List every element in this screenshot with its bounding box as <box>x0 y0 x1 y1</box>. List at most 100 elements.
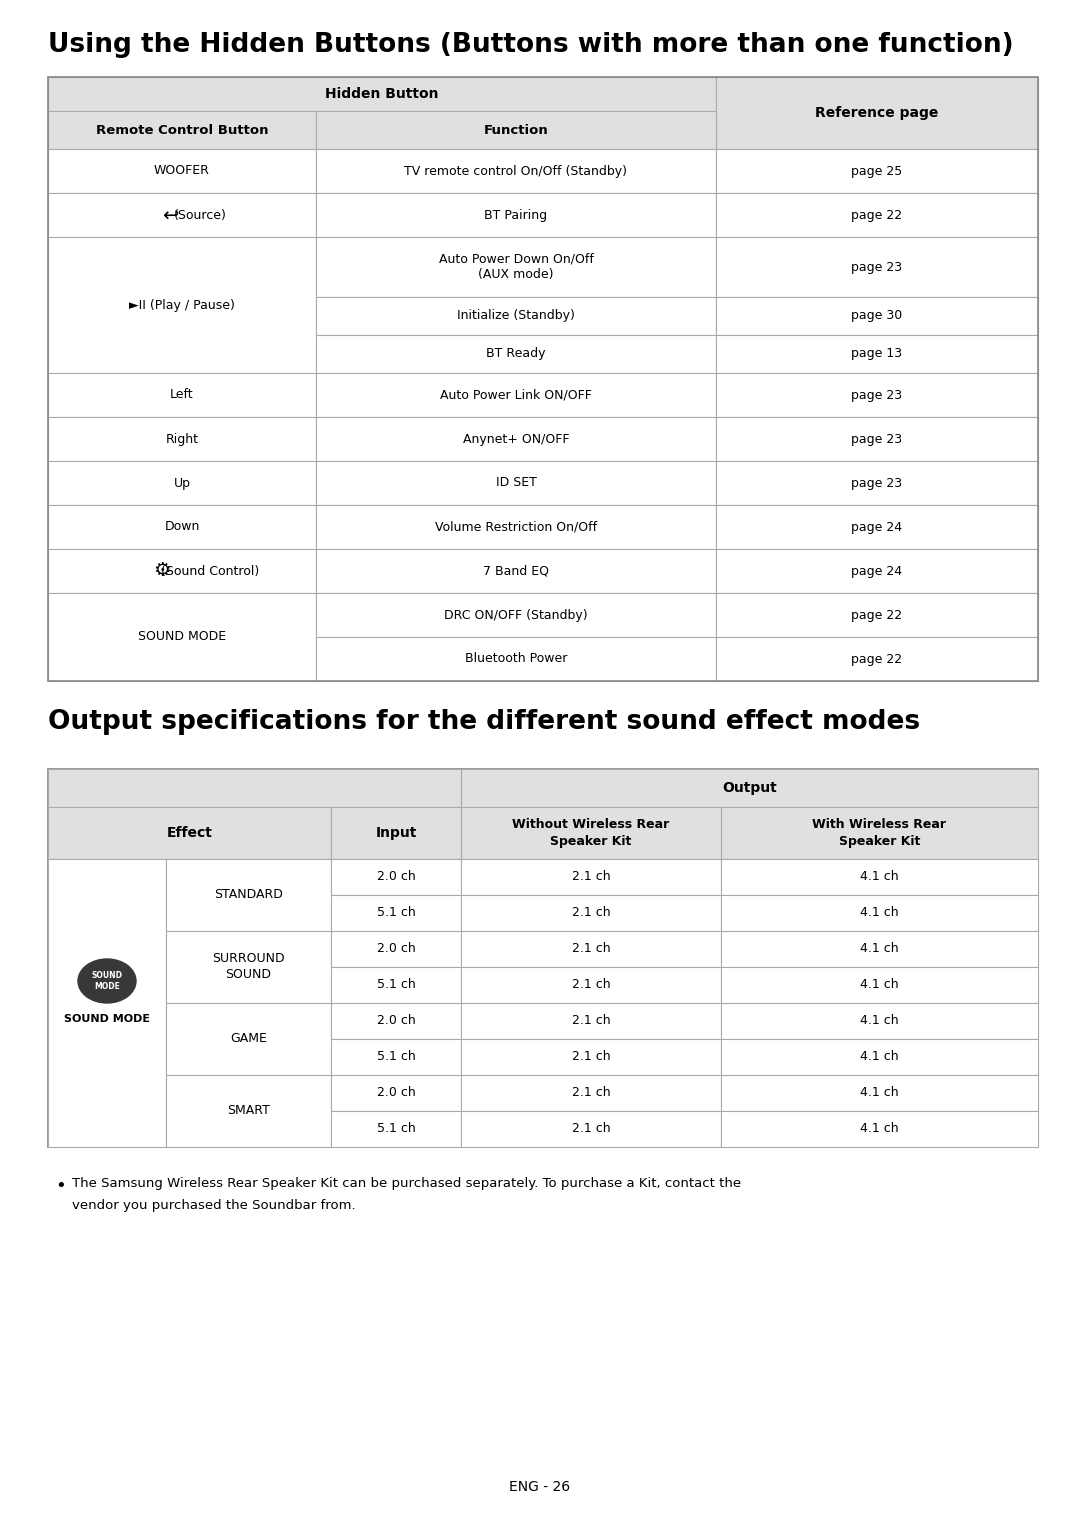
Bar <box>461 1003 721 1039</box>
Text: ↩: ↩ <box>162 205 178 225</box>
Bar <box>48 461 316 506</box>
Text: 4.1 ch: 4.1 ch <box>860 1014 899 1028</box>
Text: page 13: page 13 <box>851 348 903 360</box>
Text: 4.1 ch: 4.1 ch <box>860 1086 899 1100</box>
Bar <box>48 417 316 461</box>
Text: 5.1 ch: 5.1 ch <box>377 1123 416 1135</box>
Bar <box>716 336 1038 372</box>
Text: ENG - 26: ENG - 26 <box>510 1480 570 1494</box>
Text: page 23: page 23 <box>851 389 903 401</box>
Bar <box>721 1003 1038 1039</box>
Bar <box>716 593 1038 637</box>
Bar <box>461 895 721 931</box>
Text: Output specifications for the different sound effect modes: Output specifications for the different … <box>48 709 920 735</box>
Bar <box>316 548 716 593</box>
Bar <box>330 1111 461 1147</box>
Bar <box>48 769 461 807</box>
Text: Initialize (Standby): Initialize (Standby) <box>457 309 575 323</box>
Text: 2.1 ch: 2.1 ch <box>571 907 610 919</box>
Text: 2.1 ch: 2.1 ch <box>571 1086 610 1100</box>
Bar <box>461 769 1038 807</box>
Text: 2.0 ch: 2.0 ch <box>377 870 416 884</box>
Bar <box>716 417 1038 461</box>
Text: 2.1 ch: 2.1 ch <box>571 1014 610 1028</box>
Bar <box>48 77 716 110</box>
Bar <box>721 895 1038 931</box>
Text: 4.1 ch: 4.1 ch <box>860 907 899 919</box>
Text: TV remote control On/Off (Standby): TV remote control On/Off (Standby) <box>405 164 627 178</box>
Bar <box>716 372 1038 417</box>
Text: 5.1 ch: 5.1 ch <box>377 979 416 991</box>
Text: page 23: page 23 <box>851 476 903 490</box>
Text: 5.1 ch: 5.1 ch <box>377 1051 416 1063</box>
Bar <box>166 1075 330 1147</box>
Bar <box>316 149 716 193</box>
Bar <box>166 1003 330 1075</box>
Bar <box>316 593 716 637</box>
Text: ►II (Play / Pause): ►II (Play / Pause) <box>130 299 235 311</box>
Text: 2.1 ch: 2.1 ch <box>571 979 610 991</box>
Bar <box>48 77 1038 682</box>
Text: SOUND
MODE: SOUND MODE <box>92 971 122 991</box>
Bar <box>48 506 316 548</box>
Text: SOUND MODE: SOUND MODE <box>138 631 226 643</box>
Text: page 23: page 23 <box>851 260 903 274</box>
Text: vendor you purchased the Soundbar from.: vendor you purchased the Soundbar from. <box>72 1200 355 1212</box>
Text: 2.1 ch: 2.1 ch <box>571 870 610 884</box>
Bar <box>48 110 316 149</box>
Text: Hidden Button: Hidden Button <box>325 87 438 101</box>
Text: Using the Hidden Buttons (Buttons with more than one function): Using the Hidden Buttons (Buttons with m… <box>48 32 1014 58</box>
Text: 2.0 ch: 2.0 ch <box>377 1014 416 1028</box>
Text: •: • <box>55 1177 66 1195</box>
Bar <box>721 1111 1038 1147</box>
Bar <box>316 372 716 417</box>
Text: GAME: GAME <box>230 1033 267 1045</box>
Bar <box>716 506 1038 548</box>
Bar <box>48 593 316 682</box>
Text: page 22: page 22 <box>851 608 903 622</box>
Bar <box>48 769 1038 1147</box>
Text: SOUND MODE: SOUND MODE <box>64 1014 150 1023</box>
Text: Up: Up <box>174 476 190 490</box>
Bar <box>330 895 461 931</box>
Bar <box>716 297 1038 336</box>
Ellipse shape <box>78 959 136 1003</box>
Bar <box>461 1111 721 1147</box>
Text: SURROUND
SOUND: SURROUND SOUND <box>212 953 285 982</box>
Text: 4.1 ch: 4.1 ch <box>860 942 899 956</box>
Bar <box>316 110 716 149</box>
Text: page 22: page 22 <box>851 653 903 665</box>
Text: SMART: SMART <box>227 1105 270 1117</box>
Text: page 30: page 30 <box>851 309 903 323</box>
Text: Auto Power Link ON/OFF: Auto Power Link ON/OFF <box>440 389 592 401</box>
Bar <box>721 1039 1038 1075</box>
Bar <box>316 637 716 682</box>
Bar <box>316 237 716 297</box>
Bar <box>316 461 716 506</box>
Bar <box>461 807 721 859</box>
Bar <box>716 548 1038 593</box>
Bar <box>316 506 716 548</box>
Bar <box>48 193 316 237</box>
Text: With Wireless Rear
Speaker Kit: With Wireless Rear Speaker Kit <box>812 818 946 849</box>
Text: 2.1 ch: 2.1 ch <box>571 1051 610 1063</box>
Text: ID SET: ID SET <box>496 476 537 490</box>
Bar <box>48 237 316 372</box>
Text: Left: Left <box>171 389 193 401</box>
Bar <box>48 372 316 417</box>
Text: Anynet+ ON/OFF: Anynet+ ON/OFF <box>462 432 569 446</box>
Bar <box>716 237 1038 297</box>
Bar <box>48 807 330 859</box>
Text: Bluetooth Power: Bluetooth Power <box>464 653 567 665</box>
Text: Input: Input <box>376 826 417 840</box>
Bar <box>166 859 330 931</box>
Bar <box>461 967 721 1003</box>
Text: WOOFER: WOOFER <box>154 164 210 178</box>
Bar <box>716 77 1038 149</box>
Bar <box>316 297 716 336</box>
Text: 2.0 ch: 2.0 ch <box>377 942 416 956</box>
Bar <box>48 859 166 1147</box>
Bar <box>721 1075 1038 1111</box>
Bar <box>716 637 1038 682</box>
Bar <box>330 967 461 1003</box>
